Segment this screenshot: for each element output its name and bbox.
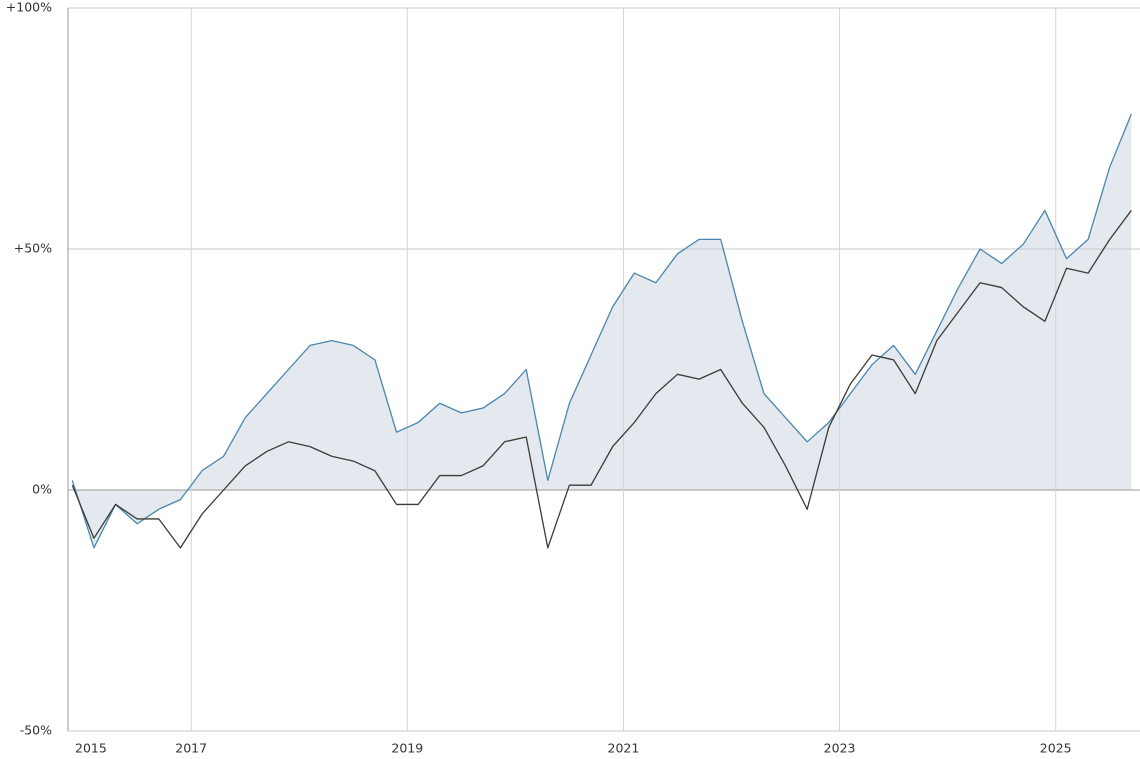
y-tick-label: -50% — [20, 723, 52, 738]
x-tick-label: 2023 — [824, 741, 856, 756]
x-tick-label: 2017 — [175, 741, 207, 756]
x-tick-label: 2015 — [75, 741, 107, 756]
y-tick-label: 0% — [32, 482, 52, 497]
y-tick-label: +50% — [14, 241, 52, 256]
series-line — [71, 210, 1132, 549]
series-line — [71, 113, 1132, 549]
y-tick-label: +100% — [6, 0, 52, 15]
x-tick-label: 2021 — [608, 741, 640, 756]
x-tick-label: 2025 — [1040, 741, 1072, 756]
area — [72, 114, 1132, 548]
x-tick-label: 2019 — [391, 741, 423, 756]
